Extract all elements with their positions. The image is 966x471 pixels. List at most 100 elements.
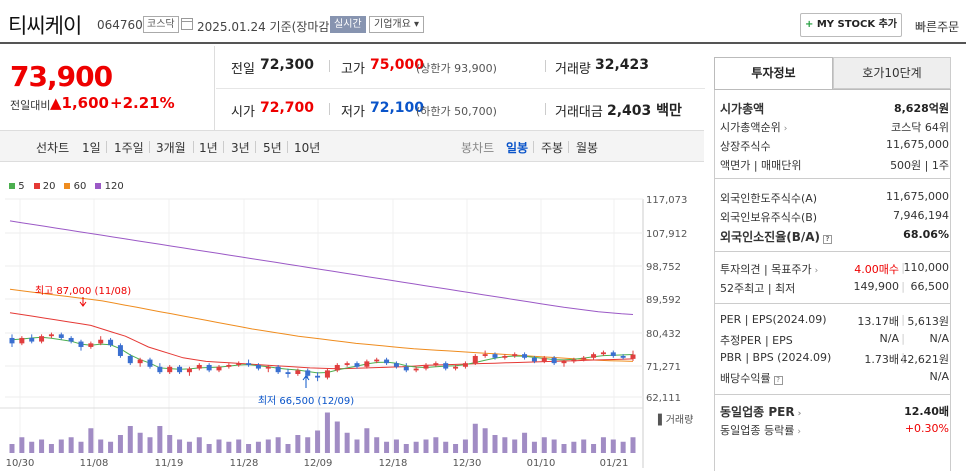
volume-bar [472,423,478,453]
tab-investment-info[interactable]: 투자정보 [714,57,833,89]
candle-body [522,354,528,358]
period-1y[interactable]: 1년 [199,141,218,155]
volume-bar [364,428,370,453]
info-row-label: 외국인보유주식수(B) [720,211,818,224]
candle-body [551,357,557,364]
volume-bar [285,444,291,453]
candle-body [236,363,242,365]
chart-legend: 5 20 60 120 [9,181,124,192]
info-row: 외국인보유주식수(B) 7,946,194 [718,207,951,226]
volume-bar [236,439,242,453]
info-row-label: 상장주식수 [720,140,771,153]
period-daily[interactable]: 일봉 [506,141,529,155]
candle-body [354,363,360,367]
volume-bar [9,444,15,453]
volume-bar [443,441,449,453]
candle-body [433,363,439,365]
info-row-label[interactable]: 동일업종 PER › [720,405,802,419]
add-mystock-button[interactable]: + MY STOCK 추가 [800,13,902,37]
volume-bar [403,444,409,453]
open-value: 72,700 [260,100,315,116]
period-weekly[interactable]: 주봉 [541,141,564,155]
candle-body [364,361,370,367]
info-row-value: +0.30% [904,422,949,435]
help-icon[interactable]: ? [823,235,833,244]
period-3m[interactable]: 3개월 [156,141,186,155]
info-row-label[interactable]: 동일업종 등락률 › [720,424,801,437]
period-monthly[interactable]: 월봉 [576,141,599,155]
candle-body [305,370,311,376]
info-row-value1: 4.00매수 [854,263,899,276]
period-3y[interactable]: 3년 [231,141,250,155]
legend-text: 120 [104,181,124,192]
change-label: 전일대비 [10,99,51,112]
volume-bar [117,435,123,453]
help-icon[interactable]: ? [773,376,783,385]
volume-bar [48,444,54,453]
volume-label: ▌거래량 [657,413,693,426]
candle-body [482,354,488,356]
tab-order-book[interactable]: 호가10단계 [833,57,951,89]
legend-ma60: 60 [64,181,86,192]
panel-divider [714,251,951,252]
volume-bar [482,428,488,453]
ma120-line [9,220,634,315]
date-suffix: 기준(장마감) [269,20,335,34]
candle-body [315,375,321,378]
volume-bar [137,432,143,453]
candle-body [591,354,597,358]
price-chart[interactable]: 117,073 107,912 98,752 89,592 80,432 71,271 62… [0,176,704,471]
volume-bar [334,421,340,453]
up-arrow-icon: ▲ [50,94,62,112]
candle-body [9,337,15,344]
candle-body [512,354,518,356]
quick-order-button[interactable]: 빠른주문 [915,20,960,34]
company-info-dropdown[interactable]: 기업개요 ▾ [369,16,425,33]
info-row: 동일업종 등락률 › +0.30% [718,420,951,439]
info-row: 52주최고 | 최저 66,500 149,900 | [718,278,951,297]
legend-ma120: 120 [95,181,124,192]
candle-body [413,368,419,371]
candle-body [275,366,281,373]
low-annotation: 최저 66,500 (12/09) [258,395,354,407]
amount-number: 2,403 [607,103,652,119]
volume-bar [600,437,606,453]
volume-bar [29,441,35,453]
candle-chart-label[interactable]: 봉차트 [461,141,495,155]
volume-bar [295,435,301,453]
info-row-value2: N/A [929,370,949,383]
chevron-right-icon: › [814,266,819,276]
info-row-label[interactable]: 투자의견 | 목표주가 › [720,263,819,276]
candle-body [186,368,192,373]
info-row: 외국인한도주식수(A) 11,675,000 [718,188,951,207]
candle-body [29,337,35,342]
panel-divider [714,303,951,304]
candle-body [157,366,163,373]
period-5y[interactable]: 5년 [263,141,282,155]
period-1w[interactable]: 1주일 [114,141,144,155]
volume-bar [206,444,212,453]
ma5-line [11,336,634,374]
realtime-button[interactable]: 실시간 [330,16,366,33]
x-tick-label: 12/18 [379,458,408,469]
quote-divider [216,88,705,89]
line-chart-toggle[interactable]: 선차트 [36,141,70,155]
volume-bar [591,444,597,453]
sep [287,141,288,153]
prev-close-label: 전일 [231,62,255,77]
add-mystock-label: MY STOCK 추가 [816,19,898,30]
info-row-label[interactable]: 시가총액순위 › [720,121,788,134]
period-1d[interactable]: 1일 [82,141,101,155]
info-row: 외국인소진율(B/A)? 68.06% [718,226,951,245]
period-10y[interactable]: 10년 [294,141,321,155]
volume-bar [226,441,232,453]
stock-code: 064760 [97,18,143,32]
candle-body [255,364,261,369]
info-row: 상장주식수 11,675,000 [718,136,951,155]
legend-swatch [95,183,102,189]
volume-bar [78,441,84,453]
y-tick-label: 80,432 [646,329,681,340]
candle-body [216,366,222,371]
legend-text: 5 [18,181,25,192]
value-separator: | [901,280,905,293]
